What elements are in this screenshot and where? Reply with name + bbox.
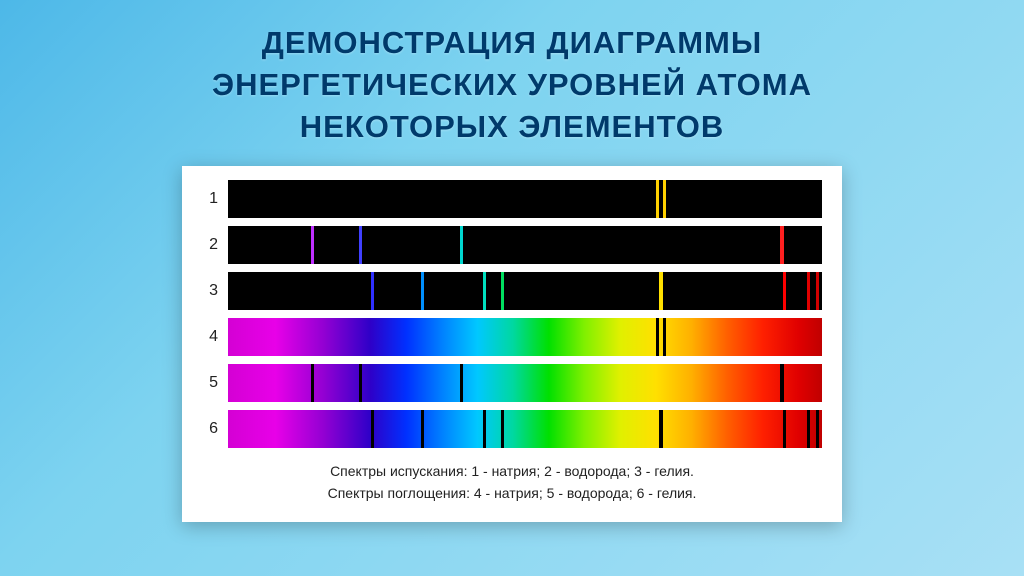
- spectrum-row-label: 5: [202, 374, 218, 392]
- spectral-line: [483, 410, 486, 448]
- spectrum-row-label: 2: [202, 236, 218, 254]
- spectral-line: [656, 180, 659, 218]
- legend-line-1: Спектры испускания: 1 - натрия; 2 - водо…: [202, 460, 822, 482]
- spectra-container: 1 2 3 4 5 6: [202, 180, 822, 448]
- spectrum-row: 6: [202, 410, 822, 448]
- spectral-line: [421, 410, 424, 448]
- spectral-line: [816, 272, 819, 310]
- spectral-line: [656, 318, 659, 356]
- spectral-line: [359, 226, 362, 264]
- spectral-line: [783, 410, 786, 448]
- spectral-line: [460, 364, 463, 402]
- spectrum-strip: [228, 318, 822, 356]
- spectral-line: [659, 272, 663, 310]
- spectrum-row: 2: [202, 226, 822, 264]
- spectrum-row: 4: [202, 318, 822, 356]
- title-line-2: ЭНЕРГЕТИЧЕСКИХ УРОВНЕЙ АТОМА: [212, 64, 812, 106]
- title-line-3: НЕКОТОРЫХ ЭЛЕМЕНТОВ: [212, 106, 812, 148]
- legend: Спектры испускания: 1 - натрия; 2 - водо…: [202, 460, 822, 505]
- spectral-line: [371, 272, 374, 310]
- spectral-line: [663, 318, 666, 356]
- spectral-line: [501, 410, 504, 448]
- spectral-line: [807, 272, 810, 310]
- spectrum-row: 3: [202, 272, 822, 310]
- spectrum-row-label: 3: [202, 282, 218, 300]
- spectrum-row-label: 6: [202, 420, 218, 438]
- spectral-line: [659, 410, 663, 448]
- spectrum-row: 5: [202, 364, 822, 402]
- spectrum-strip: [228, 272, 822, 310]
- spectrum-row-label: 1: [202, 190, 218, 208]
- spectral-line: [311, 364, 314, 402]
- spectrum-strip: [228, 180, 822, 218]
- spectral-line: [780, 364, 784, 402]
- spectral-line: [460, 226, 463, 264]
- spectra-panel: 1 2 3 4 5 6 Спектры испускания: 1 - натрия; 2…: [182, 166, 842, 523]
- spectrum-strip: [228, 410, 822, 448]
- spectral-line: [421, 272, 424, 310]
- legend-line-2: Спектры поглощения: 4 - натрия; 5 - водо…: [202, 482, 822, 504]
- spectral-line: [359, 364, 362, 402]
- spectral-line: [807, 410, 810, 448]
- spectrum-strip: [228, 364, 822, 402]
- spectrum-strip: [228, 226, 822, 264]
- spectrum-row: 1: [202, 180, 822, 218]
- spectral-line: [780, 226, 784, 264]
- spectral-line: [483, 272, 486, 310]
- spectral-line: [783, 272, 786, 310]
- spectrum-row-label: 4: [202, 328, 218, 346]
- spectral-line: [311, 226, 314, 264]
- spectral-line: [501, 272, 504, 310]
- slide-title: ДЕМОНСТРАЦИЯ ДИАГРАММЫ ЭНЕРГЕТИЧЕСКИХ УР…: [212, 22, 812, 148]
- title-line-1: ДЕМОНСТРАЦИЯ ДИАГРАММЫ: [212, 22, 812, 64]
- spectral-line: [663, 180, 666, 218]
- spectral-line: [816, 410, 819, 448]
- spectral-line: [371, 410, 374, 448]
